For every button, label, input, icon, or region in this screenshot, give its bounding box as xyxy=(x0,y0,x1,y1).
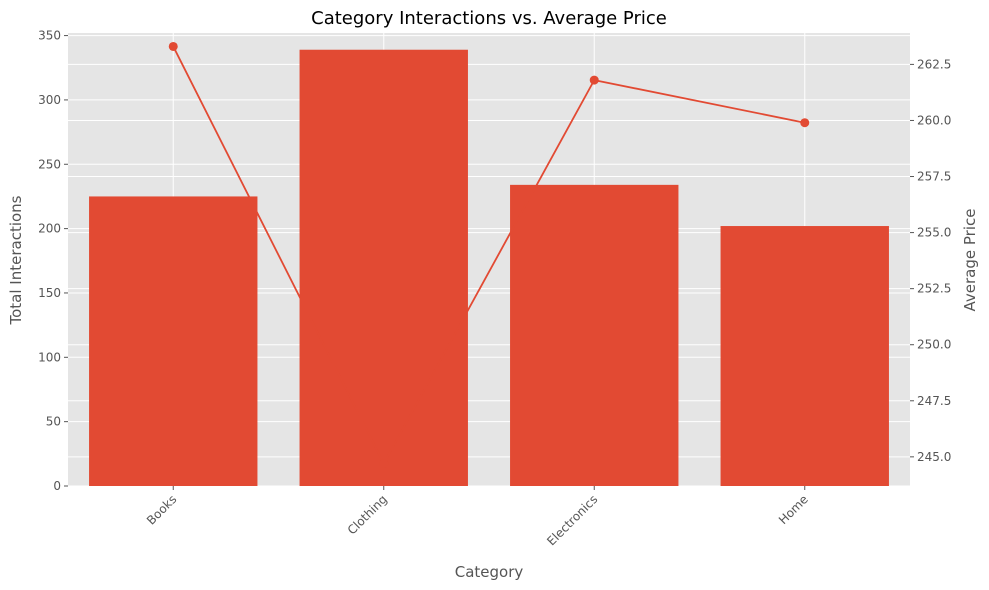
y2-axis-title: Average Price xyxy=(961,209,979,312)
y-tick-label: 150 xyxy=(38,286,61,300)
bar-books xyxy=(89,196,258,486)
price-point-clothing xyxy=(379,459,389,469)
y2-tick-label: 257.5 xyxy=(917,170,951,184)
y-axis-title: Total Interactions xyxy=(7,195,25,325)
right-axis: 245.0 247.5 250.0 252.5 255.0 257.5 260.0 262.5 xyxy=(910,57,951,464)
x-axis-title: Category xyxy=(455,563,524,581)
price-line xyxy=(172,46,805,466)
y-tick-label: 50 xyxy=(46,415,61,429)
bar-electronics xyxy=(510,184,679,486)
y-tick-label: 0 xyxy=(53,479,61,493)
bar-clothing xyxy=(299,49,468,487)
price-point-electronics xyxy=(589,75,599,85)
y2-tick-label: 255.0 xyxy=(917,226,951,240)
x-tick-label: Electronics xyxy=(544,492,600,548)
y2-tick-label: 262.5 xyxy=(917,57,951,71)
y-tick-label: 300 xyxy=(38,93,61,107)
y2-tick-label: 250.0 xyxy=(917,338,951,352)
x-tick-label: Clothing xyxy=(345,492,390,537)
bar-series xyxy=(89,49,889,487)
x-tick-label: Books xyxy=(144,492,179,527)
y2-tick-label: 260.0 xyxy=(917,113,951,127)
y-tick-label: 200 xyxy=(38,222,61,236)
left-axis: 0 50 100 150 200 250 300 350 xyxy=(38,29,68,493)
y2-tick-label: 245.0 xyxy=(917,450,951,464)
y-tick-label: 250 xyxy=(38,157,61,171)
chart-title: Category Interactions vs. Average Price xyxy=(311,8,667,29)
line-series xyxy=(168,41,810,469)
price-point-books xyxy=(168,41,178,51)
x-axis: Books Clothing Electronics Home xyxy=(144,486,811,548)
y-tick-label: 350 xyxy=(38,29,61,43)
y2-tick-label: 247.5 xyxy=(917,394,951,408)
bar-home xyxy=(720,226,889,486)
x-tick-label: Home xyxy=(776,492,811,527)
y2-tick-label: 252.5 xyxy=(917,282,951,296)
y-tick-label: 100 xyxy=(38,350,61,364)
price-point-home xyxy=(800,118,810,128)
